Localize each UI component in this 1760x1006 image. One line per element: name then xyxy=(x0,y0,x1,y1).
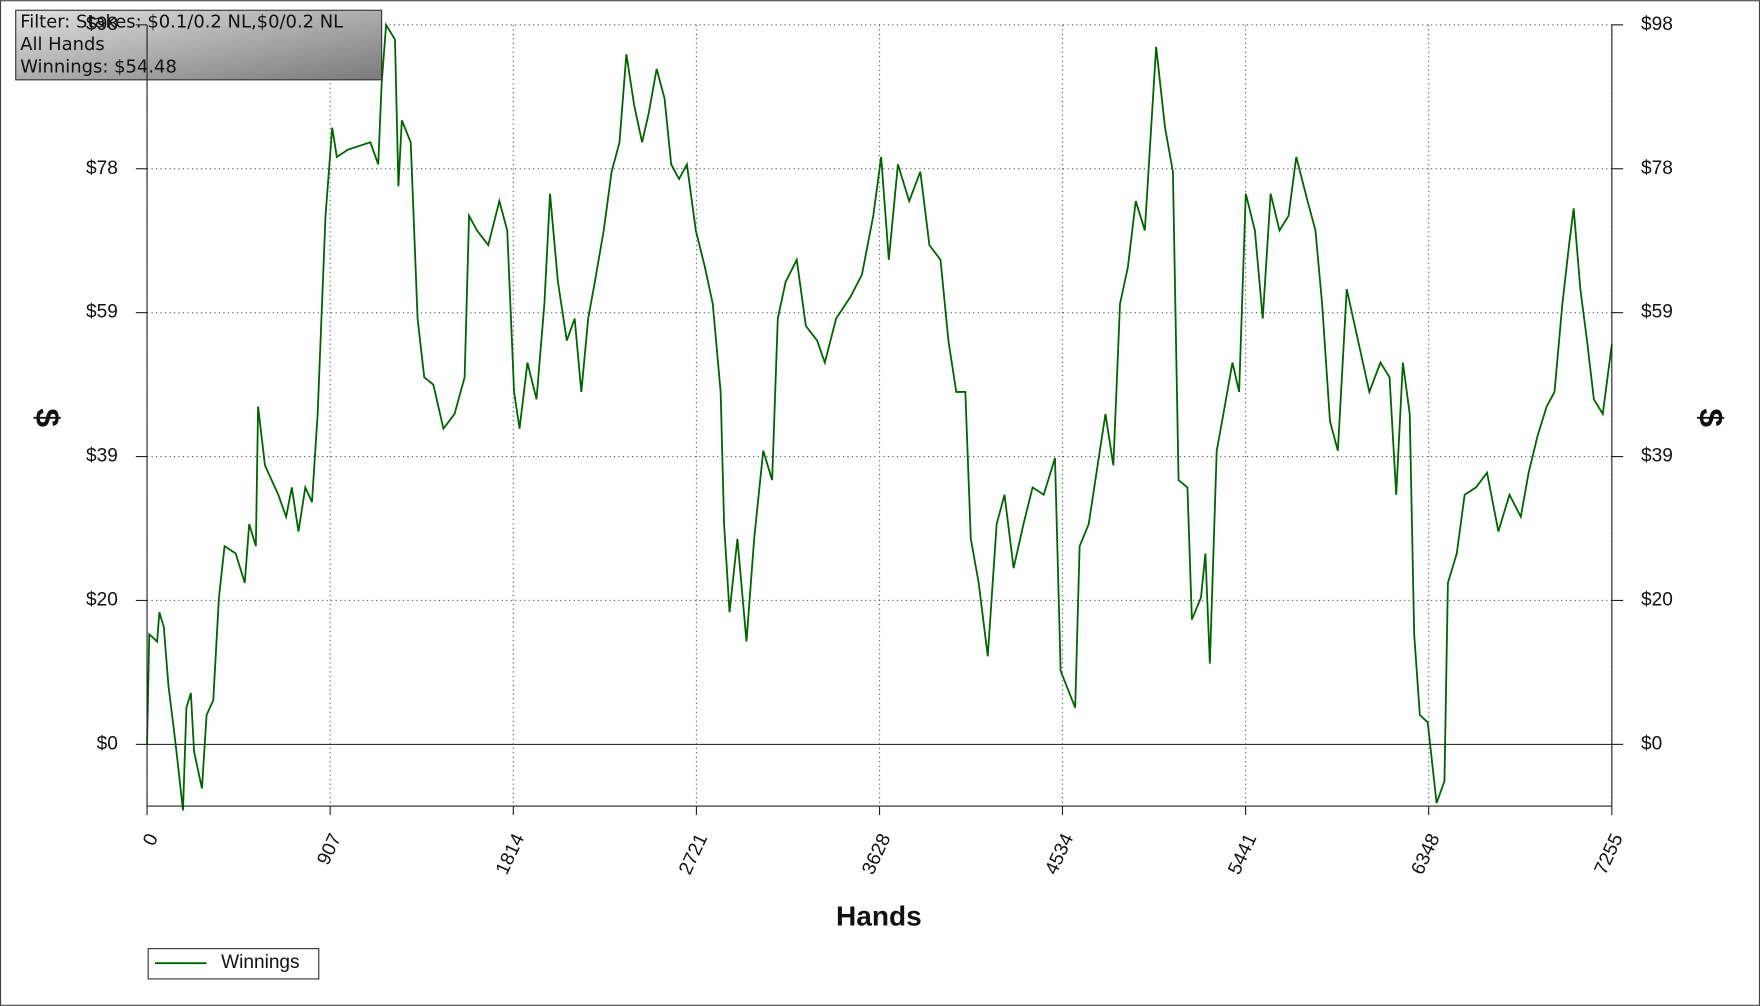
y-tick-label: $59 xyxy=(86,302,118,323)
y2-tick-label: $59 xyxy=(1641,302,1673,323)
y-tick-label: $78 xyxy=(86,158,118,179)
y2-tick-label: $39 xyxy=(1641,446,1673,467)
y-tick-label: $0 xyxy=(97,733,118,754)
info-line: Winnings: $54.48 xyxy=(20,56,177,77)
y-axis-title: $ xyxy=(28,408,65,427)
y2-axis-title: $ xyxy=(1691,408,1728,427)
y2-tick-label: $20 xyxy=(1641,590,1673,611)
x-axis-title: Hands xyxy=(836,901,922,932)
y2-tick-label: $78 xyxy=(1641,158,1673,179)
y-tick-label: $39 xyxy=(86,446,118,467)
y2-tick-label: $98 xyxy=(1641,14,1673,35)
info-box xyxy=(15,9,383,81)
y2-tick-label: $0 xyxy=(1641,733,1662,754)
y-tick-label: $20 xyxy=(86,590,118,611)
series-line xyxy=(146,21,1613,811)
y-tick-label: $98 xyxy=(86,14,118,35)
info-line: All Hands xyxy=(20,34,105,55)
info-line: Filter: Stakes: $0.1/0.2 NL,$0/0.2 NL xyxy=(20,12,343,33)
legend-label: Winnings xyxy=(221,952,299,973)
